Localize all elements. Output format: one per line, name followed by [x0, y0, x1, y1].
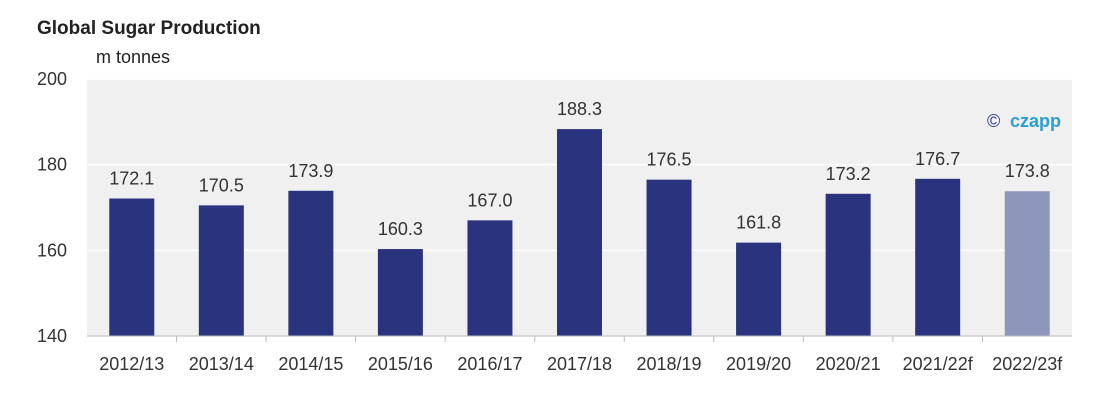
bar-2018-19	[646, 179, 692, 336]
bar-2013-14	[198, 205, 244, 336]
czapp-logo-text: czapp	[1010, 111, 1061, 131]
data-label: 176.5	[647, 150, 692, 170]
x-tick-label: 2020/21	[816, 354, 881, 374]
bar-2017-18	[557, 129, 602, 336]
x-tick-label: 2017/18	[547, 354, 612, 374]
bar-2012-13	[109, 198, 155, 336]
data-label: 172.1	[109, 169, 154, 189]
bar-2016-17	[467, 220, 513, 336]
bar-2019-20	[736, 242, 782, 336]
bar-2021-22f	[915, 178, 961, 336]
x-tick-label: 2014/15	[278, 354, 343, 374]
data-label: 167.0	[467, 190, 512, 210]
y-axis-ticks: 140 160 180 200	[37, 69, 67, 346]
x-tick-label: 2022/23f	[992, 354, 1063, 374]
bars	[109, 129, 1050, 336]
data-label: 161.8	[736, 213, 781, 233]
x-tick-label: 2019/20	[726, 354, 791, 374]
y-tick-label: 160	[37, 240, 67, 260]
data-label: 170.5	[199, 175, 244, 195]
data-label: 188.3	[557, 99, 602, 119]
czapp-watermark: © czapp	[987, 111, 1061, 131]
bar-2014-15	[288, 190, 334, 336]
data-label: 173.9	[288, 161, 333, 181]
y-tick-label: 180	[37, 155, 67, 175]
bar-2022-23f	[1004, 191, 1050, 336]
x-tick-label: 2016/17	[457, 354, 522, 374]
x-tick-label: 2012/13	[99, 354, 164, 374]
x-tick-label: 2018/19	[637, 354, 702, 374]
data-label: 173.8	[1005, 161, 1050, 181]
chart-title: Global Sugar Production	[37, 18, 261, 39]
x-tick-label: 2021/22f	[903, 354, 974, 374]
x-axis-ticks: 2012/13 2013/14 2014/15 2015/16 2016/17 2017/…	[99, 336, 1063, 374]
y-axis-unit-label: m tonnes	[96, 47, 171, 67]
bar-2015-16	[377, 249, 423, 336]
data-label: 176.7	[915, 149, 960, 169]
x-tick-label: 2015/16	[368, 354, 433, 374]
data-labels: 172.1 170.5 173.9 160.3 167.0 188.3 176.5 161.8…	[109, 99, 1050, 239]
x-tick-label: 2013/14	[189, 354, 254, 374]
y-tick-label: 200	[37, 69, 67, 89]
y-tick-label: 140	[37, 326, 67, 346]
bar-2020-21	[825, 193, 871, 336]
data-label: 160.3	[378, 219, 423, 239]
data-label: 173.2	[826, 164, 871, 184]
copyright-symbol: ©	[987, 111, 1000, 131]
